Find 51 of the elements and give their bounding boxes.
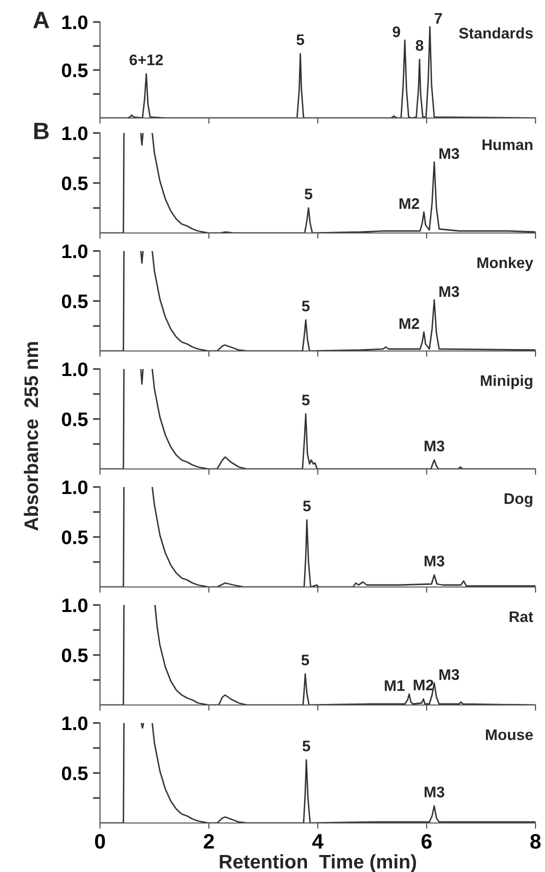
x-tick-label: 0	[95, 834, 105, 849]
annotation: 5	[302, 300, 310, 312]
x-axis-title: Retention Time (min)	[220, 854, 416, 872]
annotation: 9	[392, 26, 400, 38]
annotation: 5	[302, 394, 310, 406]
y-tick-label: 0.5	[62, 648, 88, 662]
chart-title: Rat	[510, 611, 534, 622]
annotation: M3	[424, 556, 444, 566]
annotation: 5	[302, 740, 310, 752]
y-tick-label: 1.0	[62, 598, 88, 612]
annotation: M1	[384, 680, 405, 691]
annotation: 5	[296, 34, 304, 46]
text: A	[33, 12, 50, 28]
x-tick-label: 4	[312, 834, 324, 849]
annotation: M3	[439, 286, 460, 297]
y-tick-label: 0.5	[62, 294, 88, 308]
x-tick-label: 6	[422, 834, 432, 849]
y-tick-label: 1.0	[62, 126, 88, 140]
annotation: M3	[424, 440, 444, 452]
annotation: M2	[400, 318, 420, 329]
y-tick-label: 0.5	[62, 176, 88, 190]
y-tick-label: 0.5	[62, 530, 88, 544]
annotation: M2	[400, 198, 420, 209]
annotation: M3	[439, 669, 460, 680]
x-tick-label: 2	[204, 834, 214, 849]
annotation: 5	[303, 500, 311, 512]
annotation: M3	[439, 148, 460, 159]
y-tick-label: 1.0	[62, 15, 88, 30]
y-tick-label: 0.5	[62, 63, 88, 78]
y-tick-label: 0.5	[62, 412, 88, 426]
annotation: 7	[434, 13, 442, 24]
x-tick-label: 8	[530, 834, 541, 849]
chart-title: Monkey	[477, 256, 534, 272]
annotation: 6+12	[130, 54, 163, 66]
y-tick-label: 1.0	[62, 480, 88, 494]
chart-title: Minipig	[480, 374, 532, 390]
y-axis-title: Absorbance 255 nm	[24, 342, 38, 531]
annotation: M2	[414, 680, 434, 690]
annotation: 8	[416, 40, 424, 51]
text: B	[34, 122, 49, 140]
y-tick-label: 1.0	[62, 716, 88, 730]
y-tick-label: 1.0	[62, 244, 88, 258]
annotation: 5	[304, 188, 312, 200]
y-tick-label: 0.5	[62, 766, 88, 780]
annotation: 5	[301, 654, 310, 666]
chart-title: Standards	[459, 27, 533, 39]
y-tick-label: 1.0	[62, 362, 88, 376]
chart-title: Dog	[504, 493, 532, 508]
chart-title: Mouse	[486, 729, 533, 740]
annotation: M3	[424, 786, 444, 798]
chart-title: Human	[482, 139, 532, 150]
